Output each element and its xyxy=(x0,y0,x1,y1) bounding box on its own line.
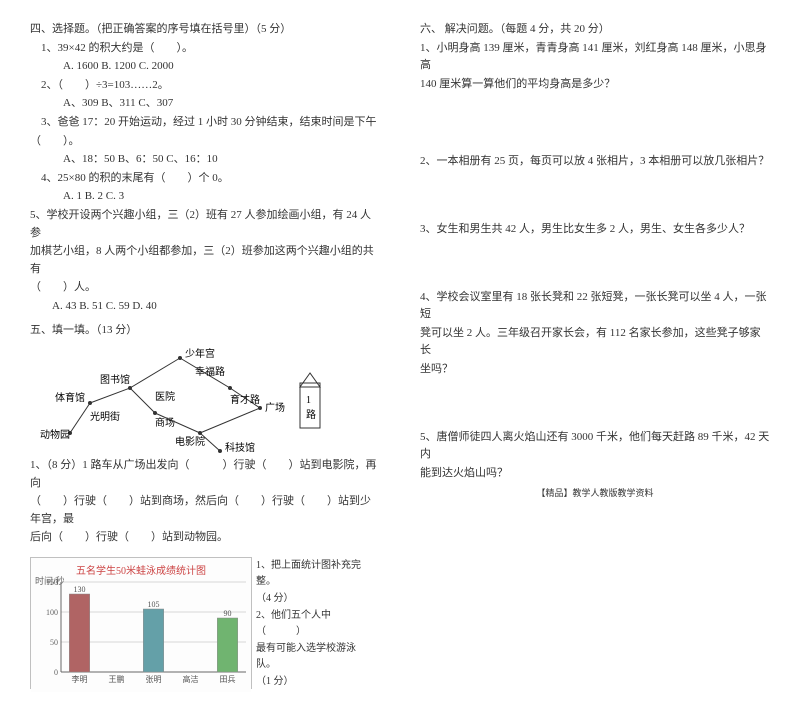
fill2b: 2、他们五个人中（ ） xyxy=(256,608,366,640)
chart-side-text: 1、把上面统计图补充完整。 （4 分） 2、他们五个人中（ ） 最有可能入选学校… xyxy=(256,557,366,691)
p2: 2、一本相册有 25 页，每页可以放 4 张相片，3 本相册可以放几张相片？ xyxy=(420,153,770,171)
section4-title: 四、选择题。（把正确答案的序号填在括号里）（5 分） xyxy=(30,21,380,39)
map-xingfu: 幸福路 xyxy=(195,365,225,378)
footer: 【精品】教学人教版教学资料 xyxy=(420,486,770,500)
map-yucai: 育才路 xyxy=(230,393,260,406)
fill1c: 后向（ ）行驶（ ）站到动物园。 xyxy=(30,529,380,547)
svg-text:150: 150 xyxy=(46,578,58,587)
q1-opts: A. 1600 B. 1200 C. 2000 xyxy=(30,58,380,76)
svg-text:90: 90 xyxy=(224,609,232,618)
section6-title: 六、 解决问题。（每题 4 分，共 20 分） xyxy=(420,21,770,39)
map-dianying: 电影院 xyxy=(175,435,205,448)
svg-text:130: 130 xyxy=(74,585,86,594)
svg-text:高洁: 高洁 xyxy=(183,674,199,684)
svg-text:李明: 李明 xyxy=(72,674,88,684)
q2-opts: A、309 B、311 C、307 xyxy=(30,95,380,113)
q5c: （ ）人。 xyxy=(30,279,380,297)
route-map: 少年宫 图书馆 幸福路 医院 体育馆 动物园 光明街 商场 育才路 广场 xyxy=(30,343,330,453)
page: 四、选择题。（把正确答案的序号填在括号里）（5 分） 1、39×42 的积大约是… xyxy=(0,0,800,711)
p3: 3、女生和男生共 42 人，男生比女生多 2 人，男生、女生各多少人？ xyxy=(420,221,770,239)
svg-text:0: 0 xyxy=(54,668,58,677)
map-dongwu: 动物园 xyxy=(40,428,70,441)
map-guangchang: 广场 xyxy=(265,401,285,414)
fill2a: 1、把上面统计图补充完整。 xyxy=(256,558,366,590)
p5a: 5、唐僧师徒四人离火焰山还有 3000 千米，他们每天赶路 89 千米，42 天… xyxy=(420,429,770,464)
q1: 1、39×42 的积大约是（ ）。 xyxy=(30,40,380,58)
map-keji: 科技馆 xyxy=(225,441,255,453)
q5b: 加棋艺小组，8 人两个小组都参加，三（2）班参加这两个兴趣小组的共有 xyxy=(30,243,380,278)
svg-text:50: 50 xyxy=(50,638,58,647)
fill2b2: 最有可能入选学校游泳队。 xyxy=(256,641,366,673)
map-tushu: 图书馆 xyxy=(100,373,130,386)
right-column: 六、 解决问题。（每题 4 分，共 20 分） 1、小明身高 139 厘米，青青… xyxy=(420,20,770,691)
map-yiyuan: 医院 xyxy=(155,390,175,403)
q5-opts: A. 43 B. 51 C. 59 D. 40 xyxy=(30,298,380,316)
fill2a2: （4 分） xyxy=(256,591,366,607)
svg-text:五名学生50米蛙泳成绩统计图: 五名学生50米蛙泳成绩统计图 xyxy=(76,564,206,577)
map-guangming: 光明街 xyxy=(90,410,120,423)
p1a: 1、小明身高 139 厘米，青青身高 141 厘米，刘红身高 148 厘米，小思… xyxy=(420,40,770,75)
p1b: 140 厘米算一算他们的平均身高是多少？ xyxy=(420,76,770,94)
svg-text:100: 100 xyxy=(46,608,58,617)
svg-text:105: 105 xyxy=(148,600,160,609)
p4a: 4、学校会议室里有 18 张长凳和 22 张短凳，一张长凳可以坐 4 人，一张短 xyxy=(420,289,770,324)
map-lu2: 路 xyxy=(306,408,316,421)
q4: 4、25×80 的积的末尾有（ ）个 0。 xyxy=(30,170,380,188)
bar-chart: 五名学生50米蛙泳成绩统计图时间/秒050100150130李明王鹏105张明高… xyxy=(30,557,252,689)
q3-opts: A、18：50 B、6：50 C、16：10 xyxy=(30,151,380,169)
fill2b3: （1 分） xyxy=(256,674,366,690)
map-lu1: 1 xyxy=(306,395,311,406)
section5-title: 五、填一填。（13 分） xyxy=(30,322,380,340)
p4b: 凳可以坐 2 人。三年级召开家长会，有 112 名家长参加，这些凳子够家长 xyxy=(420,325,770,360)
q3: 3、爸爸 17：20 开始运动，经过 1 小时 30 分钟结束，结束时间是下午 xyxy=(30,114,380,132)
q4-opts: A. 1 B. 2 C. 3 xyxy=(30,188,380,206)
q2: 2、（ ）÷3=103……2。 xyxy=(30,77,380,95)
svg-text:王鹏: 王鹏 xyxy=(109,674,125,684)
fill1: 1、（8 分）1 路车从广场出发向（ ）行驶（ ）站到电影院，再向 xyxy=(30,457,380,492)
q5: 5、学校开设两个兴趣小组，三（2）班有 27 人参加绘画小组，有 24 人参 xyxy=(30,207,380,242)
p4c: 坐吗？ xyxy=(420,361,770,379)
fill1b: （ ）行驶（ ）站到商场，然后向（ ）行驶（ ）站到少年宫，最 xyxy=(30,493,380,528)
svg-text:张明: 张明 xyxy=(146,675,162,684)
left-column: 四、选择题。（把正确答案的序号填在括号里）（5 分） 1、39×42 的积大约是… xyxy=(30,20,380,691)
map-tiyu: 体育馆 xyxy=(55,391,85,404)
q3b: （ ）。 xyxy=(30,133,380,151)
svg-text:田兵: 田兵 xyxy=(220,674,236,684)
map-shao: 少年宫 xyxy=(185,347,215,360)
p5b: 能到达火焰山吗？ xyxy=(420,465,770,483)
